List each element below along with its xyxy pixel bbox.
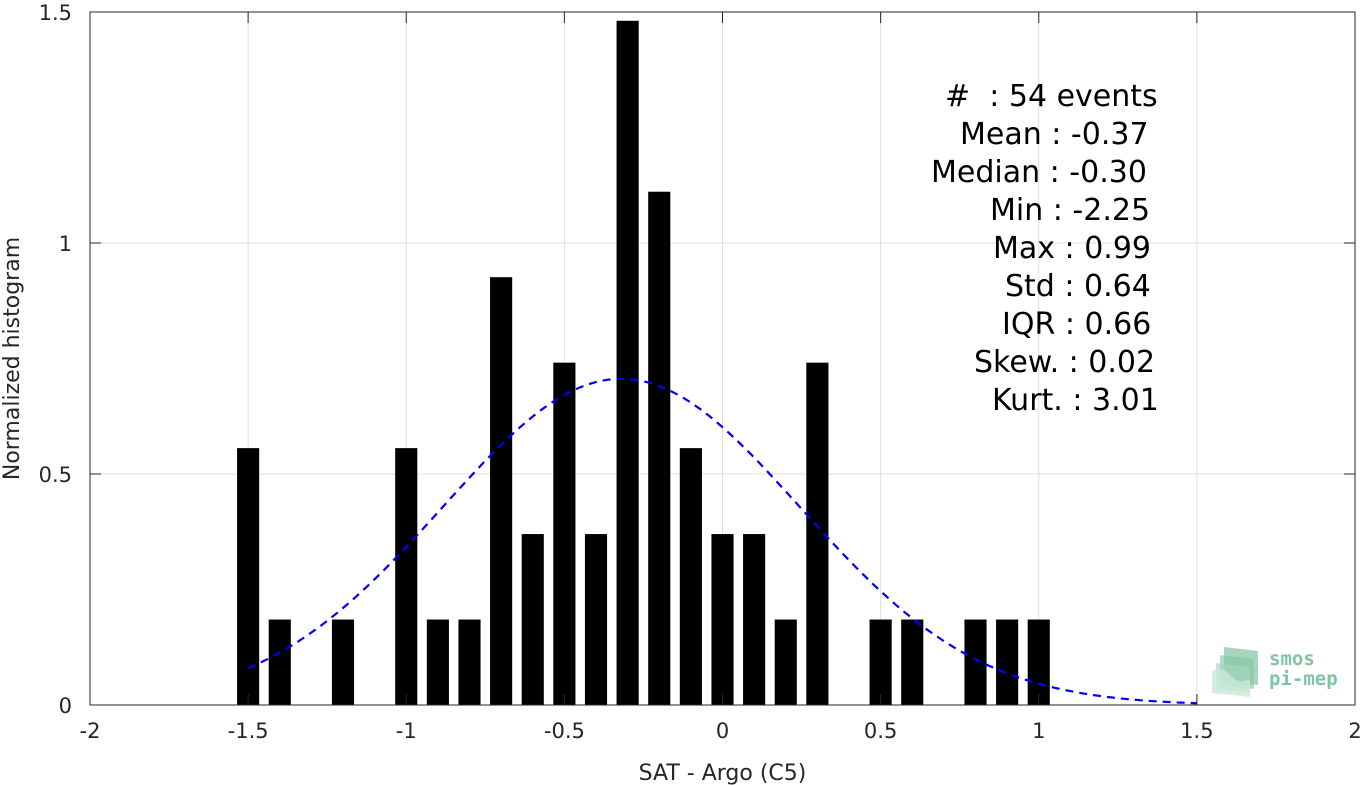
x-tick-label: 0	[716, 719, 729, 743]
stat-kurt: Kurt. : 3.01	[992, 383, 1159, 418]
histogram-bar	[964, 619, 987, 705]
stat-median: Median : -0.30	[931, 155, 1147, 190]
stat-iqr: IQR : 0.66	[1002, 307, 1152, 342]
statistics-box: # : 54 events Mean : -0.37 Median : -0.3…	[850, 78, 1170, 420]
stat-count: # : 54 events	[945, 79, 1158, 114]
x-tick-label: -2	[80, 719, 101, 743]
histogram-bar	[901, 619, 924, 705]
histogram-bars	[237, 20, 1050, 705]
stat-std: Std : 0.64	[1005, 269, 1151, 304]
x-tick-label: 1	[1032, 719, 1045, 743]
y-tick-label: 0.5	[39, 463, 72, 487]
x-tick-label: -1.5	[228, 719, 269, 743]
y-axis-label: Normalized histogram	[0, 237, 25, 480]
histogram-bar	[395, 448, 418, 705]
histogram-bar	[521, 534, 544, 705]
histogram-bar	[237, 448, 260, 705]
stat-mean: Mean : -0.37	[960, 117, 1149, 152]
histogram-bar	[458, 619, 481, 705]
logo-line2: pi-mep	[1269, 668, 1338, 690]
stat-min: Min : -2.25	[990, 193, 1151, 228]
x-tick-label: -0.5	[544, 719, 585, 743]
logo-waves-icon	[1212, 647, 1258, 697]
y-tick-label: 0	[59, 694, 72, 718]
histogram-bar	[553, 362, 576, 705]
logo-line1: smos	[1269, 648, 1315, 670]
gaussian-fit-curve	[247, 377, 1197, 705]
histogram-bar	[1027, 619, 1050, 705]
x-tick-label: 2	[1348, 719, 1361, 743]
histogram-bar	[616, 20, 639, 705]
histogram-bar	[806, 362, 829, 705]
axis-tick-labels: -2 -1.5 -1 -0.5 0 0.5 1 1.5 2 0 0.5 1 1.5	[39, 1, 1362, 743]
x-axis-label: SAT - Argo (C5)	[639, 761, 807, 786]
stat-skew: Skew. : 0.02	[974, 345, 1156, 380]
y-tick-label: 1.5	[39, 1, 72, 25]
histogram-bar	[743, 534, 766, 705]
histogram-bar	[711, 534, 734, 705]
y-tick-label: 1	[59, 232, 72, 256]
stat-max: Max : 0.99	[993, 231, 1151, 266]
histogram-bar	[679, 448, 702, 705]
x-tick-label: 0.5	[864, 719, 897, 743]
x-tick-label: 1.5	[1180, 719, 1213, 743]
histogram-bar	[584, 534, 608, 705]
histogram-bar	[996, 619, 1019, 705]
histogram-bar	[869, 619, 892, 705]
histogram-bar	[490, 277, 513, 705]
histogram-bar	[331, 619, 355, 705]
histogram-bar	[774, 619, 797, 705]
histogram-bar	[648, 191, 671, 705]
axis-ticks	[89, 11, 1356, 706]
histogram-bar	[268, 619, 291, 705]
smos-pimep-logo: smos pi-mep	[1212, 645, 1352, 697]
histogram-bar	[426, 619, 449, 705]
x-tick-label: -1	[396, 719, 417, 743]
